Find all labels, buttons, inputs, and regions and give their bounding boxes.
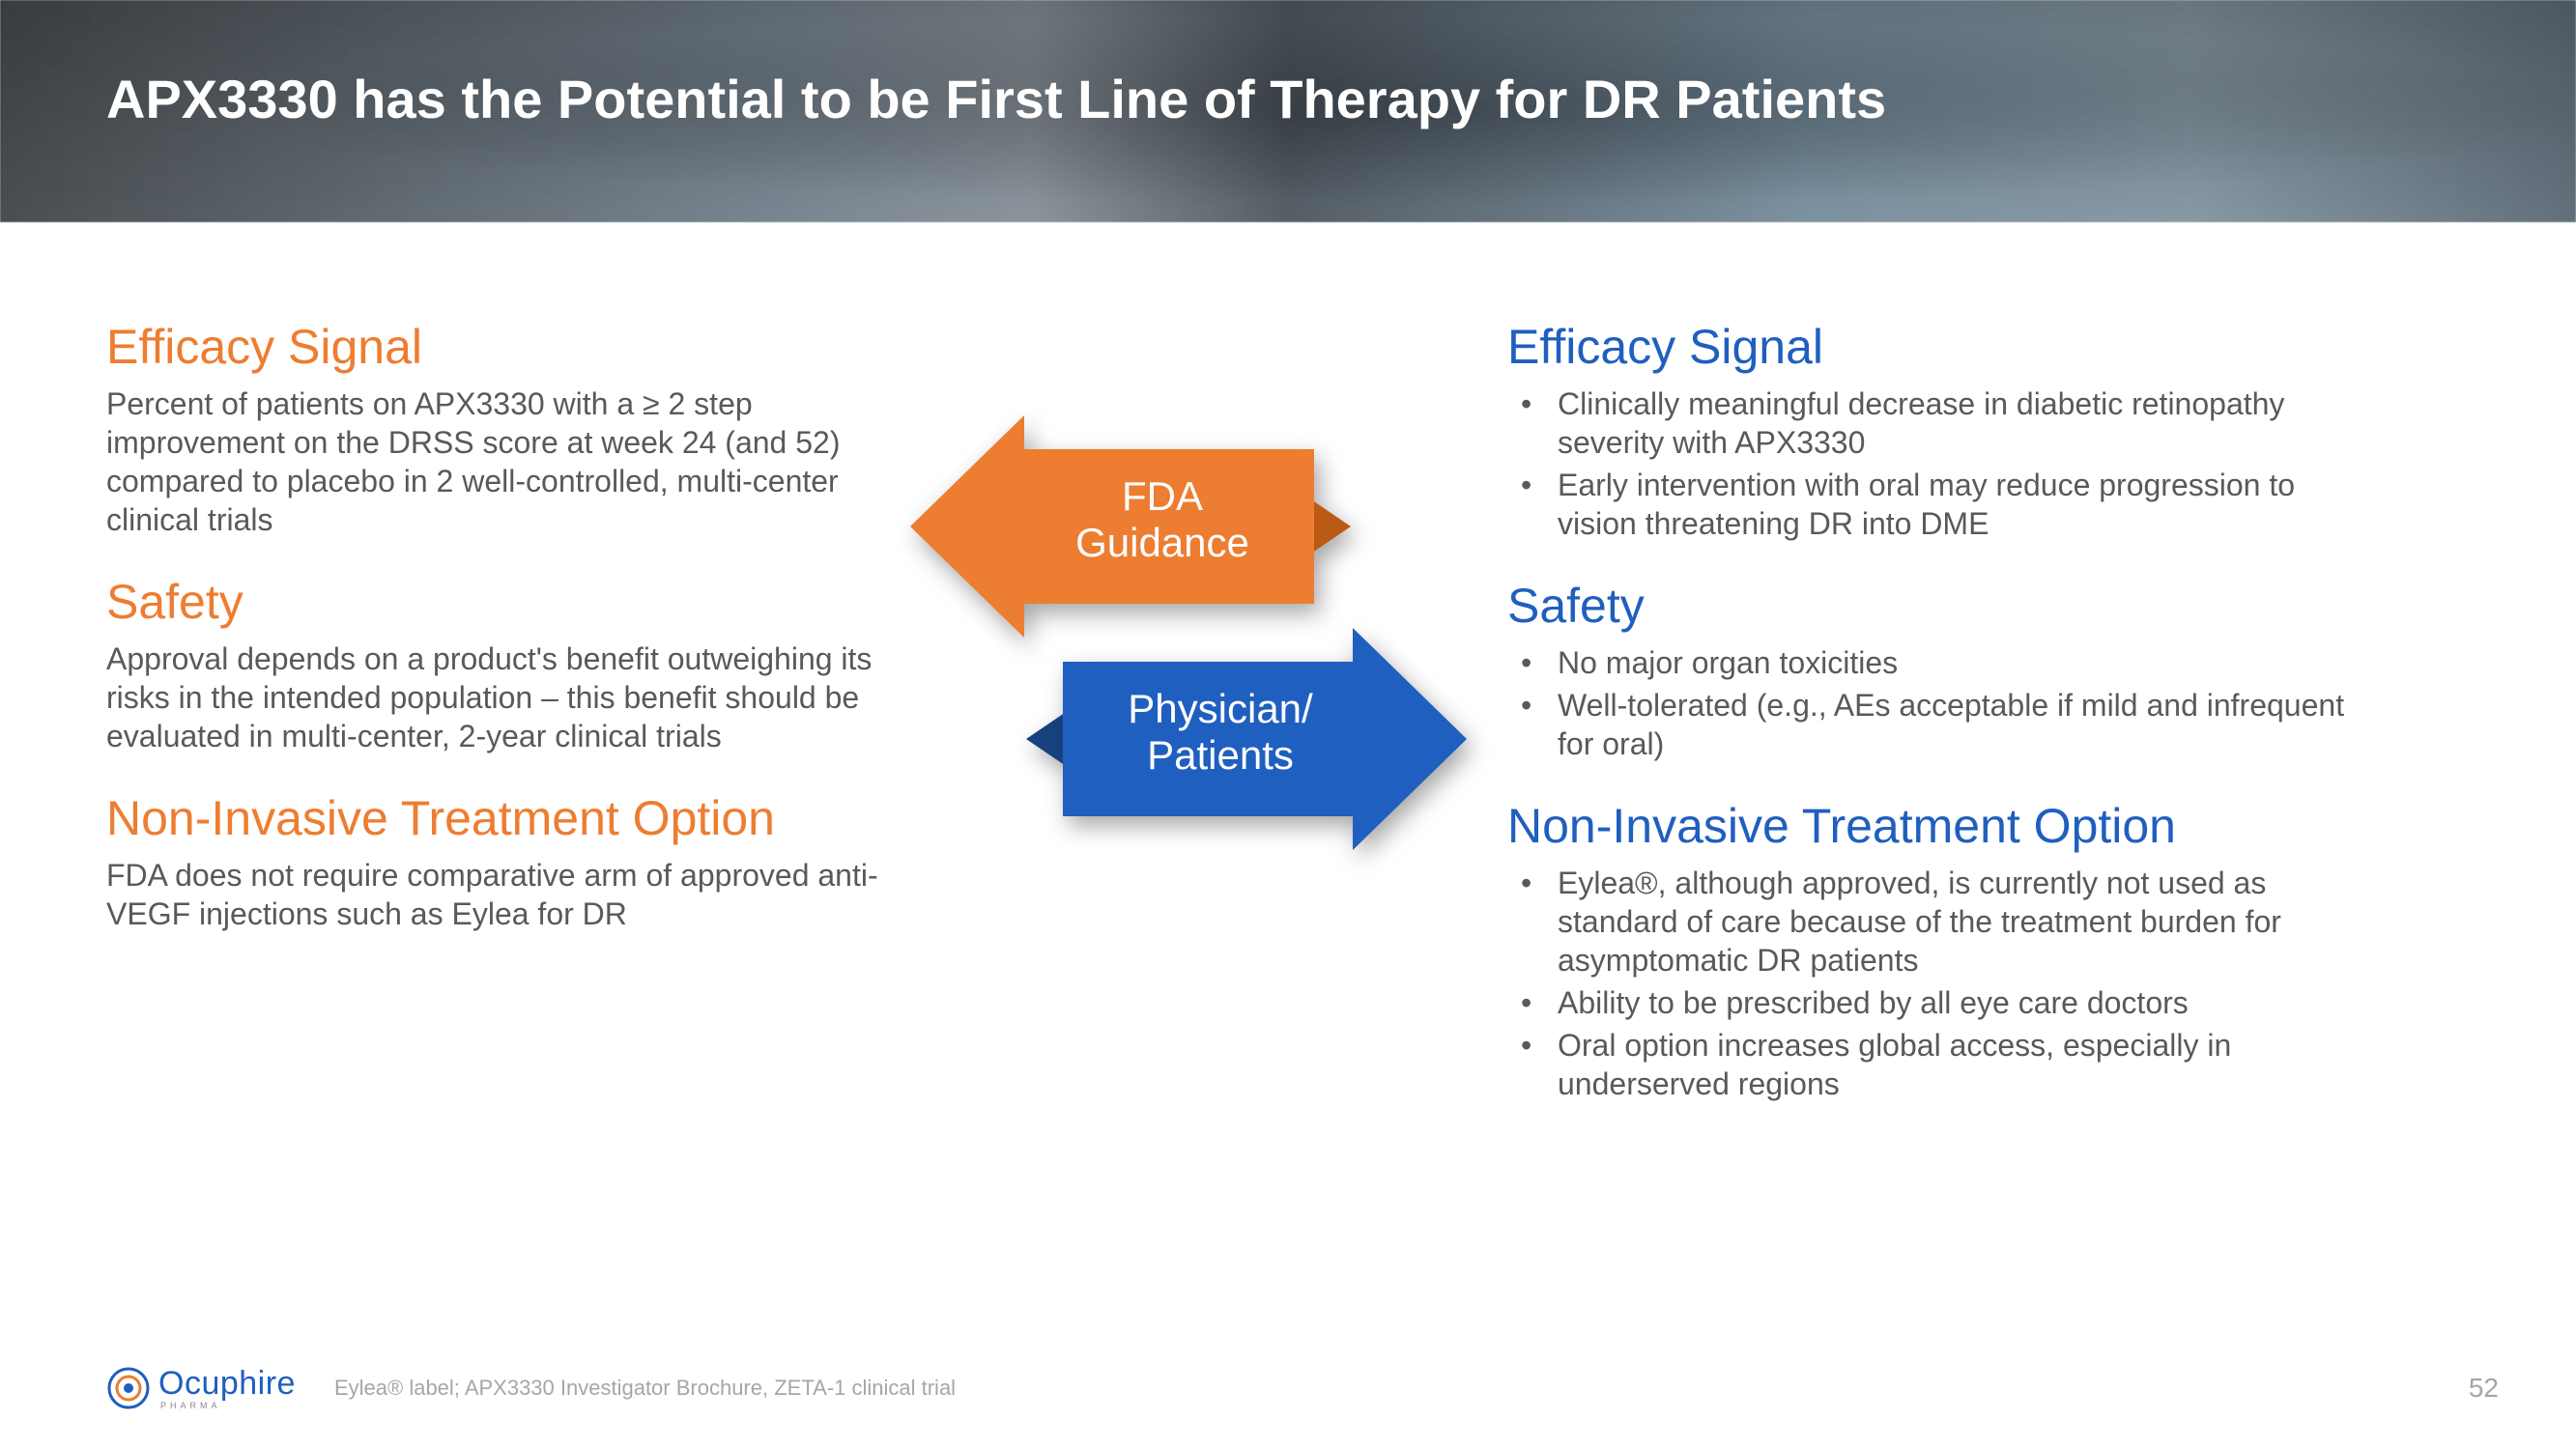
left-efficacy-heading: Efficacy Signal: [106, 319, 908, 375]
list-item: Well-tolerated (e.g., AEs acceptable if …: [1507, 686, 2377, 763]
list-item: Ability to be prescribed by all eye care…: [1507, 983, 2377, 1022]
right-efficacy-list: Clinically meaningful decrease in diabet…: [1507, 384, 2377, 543]
right-safety-heading: Safety: [1507, 578, 2377, 634]
logo: Ocuphire PHARMA Eylea® label; APX3330 In…: [106, 1365, 956, 1410]
right-column: Efficacy Signal Clinically meaningful de…: [1507, 319, 2377, 1107]
logo-icon: [106, 1366, 151, 1410]
right-safety-list: No major organ toxicities Well-tolerated…: [1507, 643, 2377, 763]
list-item: Eylea®, although approved, is currently …: [1507, 864, 2377, 980]
list-item: Oral option increases global access, esp…: [1507, 1026, 2377, 1103]
left-safety-body: Approval depends on a product's benefit …: [106, 639, 908, 755]
left-efficacy-body: Percent of patients on APX3330 with a ≥ …: [106, 384, 908, 539]
right-noninvasive-heading: Non-Invasive Treatment Option: [1507, 798, 2377, 854]
left-noninvasive-body: FDA does not require comparative arm of …: [106, 856, 908, 933]
fda-arrow-label: FDA Guidance: [1013, 473, 1312, 567]
right-noninvasive-list: Eylea®, although approved, is currently …: [1507, 864, 2377, 1103]
list-item: No major organ toxicities: [1507, 643, 2377, 682]
list-item: Early intervention with oral may reduce …: [1507, 466, 2377, 543]
left-column: Efficacy Signal Percent of patients on A…: [106, 319, 908, 933]
right-efficacy-heading: Efficacy Signal: [1507, 319, 2377, 375]
arrows-diagram: FDA Guidance Physician/ Patients: [908, 415, 1488, 898]
page-number: 52: [2469, 1373, 2499, 1404]
footnote: Eylea® label; APX3330 Investigator Broch…: [334, 1376, 956, 1401]
left-safety-heading: Safety: [106, 574, 908, 630]
page-title: APX3330 has the Potential to be First Li…: [106, 68, 1886, 130]
footer: Ocuphire PHARMA Eylea® label; APX3330 In…: [106, 1365, 2499, 1410]
left-noninvasive-heading: Non-Invasive Treatment Option: [106, 790, 908, 846]
physician-arrow-label: Physician/ Patients: [1071, 686, 1370, 780]
logo-text: Ocuphire: [158, 1365, 296, 1403]
list-item: Clinically meaningful decrease in diabet…: [1507, 384, 2377, 462]
